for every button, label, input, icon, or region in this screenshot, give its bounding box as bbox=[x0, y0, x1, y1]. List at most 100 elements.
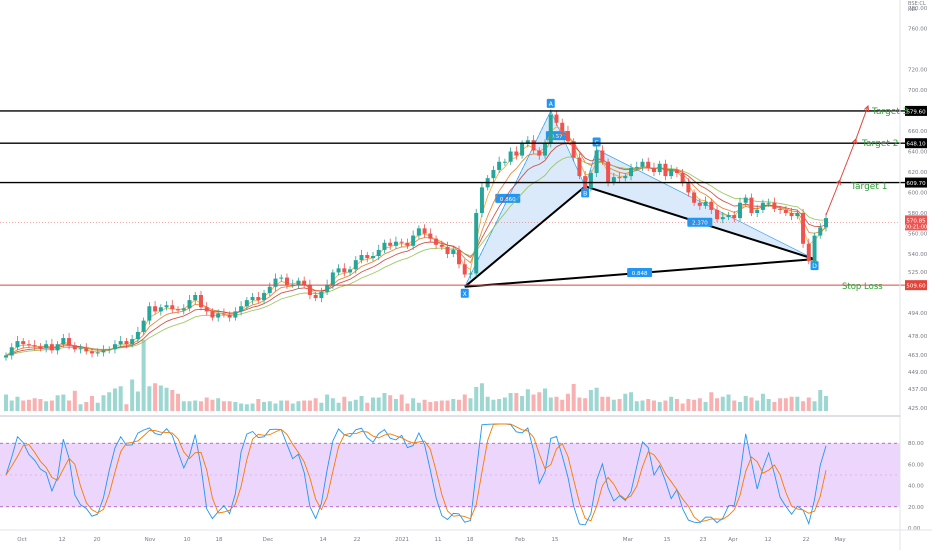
volume-bar bbox=[382, 393, 387, 411]
candle-body bbox=[67, 338, 72, 346]
price-tick-label: 525.00 bbox=[908, 270, 928, 276]
price-axis[interactable]: 780.00 760.00 720.00 700.00 660.00 640.00 620.… bbox=[908, 6, 928, 412]
candle-body bbox=[651, 167, 656, 172]
stochastic-axis[interactable]: 80.00 60.00 40.00 20.00 0.00 bbox=[908, 441, 924, 532]
target-arrow-head bbox=[851, 137, 857, 145]
pattern-leg-XB bbox=[464, 185, 586, 288]
candle-body bbox=[262, 292, 267, 301]
volume-bar bbox=[325, 394, 330, 411]
candle-body bbox=[629, 167, 634, 177]
price-tick-label: 600.00 bbox=[908, 191, 928, 197]
candle-body bbox=[78, 348, 83, 350]
volume-bar bbox=[388, 395, 393, 411]
price-tick-label: 660.00 bbox=[908, 129, 928, 135]
candle-body bbox=[325, 284, 330, 292]
candle-body bbox=[198, 295, 203, 308]
volume-bar bbox=[479, 383, 484, 411]
volume-bar bbox=[657, 402, 662, 411]
candle-body bbox=[686, 183, 691, 193]
volume-bar bbox=[732, 400, 737, 411]
target-arrow-head bbox=[864, 104, 870, 112]
candle-body bbox=[806, 243, 811, 262]
volume-bar bbox=[107, 392, 112, 411]
candle-body bbox=[594, 150, 599, 174]
candle-body bbox=[376, 249, 381, 257]
candle-body bbox=[365, 255, 370, 259]
volume-bar bbox=[818, 390, 823, 411]
candle-body bbox=[514, 151, 519, 156]
volume-bar bbox=[216, 398, 221, 411]
stop-loss-label: Stop Loss bbox=[842, 282, 883, 292]
candle-body bbox=[44, 344, 49, 349]
pattern-point-badge bbox=[581, 188, 590, 198]
level-price-tag-text: 648.10 bbox=[906, 142, 926, 148]
pattern-point-label: A bbox=[549, 101, 554, 108]
volume-bar bbox=[726, 394, 731, 411]
current-price-value: 570.85 bbox=[906, 218, 926, 224]
volume-bar bbox=[158, 385, 163, 411]
price-tick-label: 620.00 bbox=[908, 170, 928, 176]
volume-bar bbox=[273, 403, 278, 411]
candle-body bbox=[38, 346, 43, 349]
candle-body bbox=[130, 339, 135, 345]
volume-bar bbox=[783, 398, 788, 411]
volume-bar bbox=[703, 402, 708, 411]
pattern-point-label: D bbox=[812, 263, 817, 270]
candle-body bbox=[474, 213, 479, 274]
candle-body bbox=[824, 218, 828, 228]
volume-bar bbox=[176, 393, 181, 411]
candle-body bbox=[216, 313, 221, 318]
volume-bar bbox=[646, 399, 651, 411]
volume-bar bbox=[284, 400, 289, 411]
volume-bar bbox=[181, 401, 186, 411]
volume-bar bbox=[709, 392, 714, 411]
time-axis[interactable]: Oct 12 20 Nov 10 18 Dec 14 22 2021 11 18 Feb 15 Mar 15 2… bbox=[17, 537, 846, 543]
pattern-point-badge bbox=[546, 98, 555, 108]
stochastic-tick-label: 20.00 bbox=[908, 505, 924, 511]
volume-bar bbox=[61, 394, 66, 411]
candle-body bbox=[227, 314, 232, 318]
current-price-countdown: 00:21:00 bbox=[905, 224, 927, 230]
volume-bar bbox=[262, 402, 267, 411]
candle-body bbox=[548, 114, 553, 144]
volume-bar bbox=[353, 399, 358, 411]
candle-body bbox=[543, 143, 548, 156]
volume-bar bbox=[812, 401, 817, 411]
candle-body bbox=[15, 341, 20, 348]
time-tick-label: 14 bbox=[320, 537, 327, 543]
currency-unit: INR bbox=[908, 7, 917, 13]
volume-bar bbox=[445, 400, 450, 411]
volume-bar bbox=[462, 394, 467, 411]
candle-body bbox=[703, 201, 708, 206]
volume-bar bbox=[330, 398, 335, 411]
candle-body bbox=[233, 311, 238, 318]
volume-bar bbox=[548, 397, 553, 411]
volume-bar bbox=[571, 384, 576, 411]
candle-body bbox=[405, 242, 410, 246]
volume-bar bbox=[514, 393, 519, 411]
price-tick-label: 640.00 bbox=[908, 150, 928, 156]
candle-body bbox=[221, 313, 226, 315]
candle-body bbox=[795, 213, 800, 217]
candle-body bbox=[164, 305, 169, 308]
candlesticks[interactable] bbox=[4, 109, 828, 361]
candle-body bbox=[32, 345, 37, 347]
price-levels[interactable]: 679.60 648.10 609.70 509.60 Target 3 Target 2… bbox=[0, 104, 927, 292]
candle-body bbox=[623, 176, 628, 179]
stochastic-tick-label: 40.00 bbox=[908, 484, 924, 490]
pattern-ratio-label: 2.370 bbox=[692, 221, 708, 227]
volume-bar bbox=[606, 396, 611, 411]
volume-bar bbox=[600, 396, 605, 411]
price-tick-label: 425.00 bbox=[908, 406, 928, 412]
volume-bar bbox=[743, 396, 748, 411]
candle-body bbox=[118, 341, 123, 345]
pattern-point-badge bbox=[592, 137, 601, 147]
volume-bar bbox=[531, 394, 536, 411]
pattern-point-label: B bbox=[583, 190, 587, 197]
volume-bar bbox=[112, 388, 117, 411]
candle-body bbox=[760, 202, 765, 210]
candle-body bbox=[284, 277, 289, 285]
candle-body bbox=[61, 338, 66, 345]
time-tick-label: Apr bbox=[728, 537, 738, 543]
